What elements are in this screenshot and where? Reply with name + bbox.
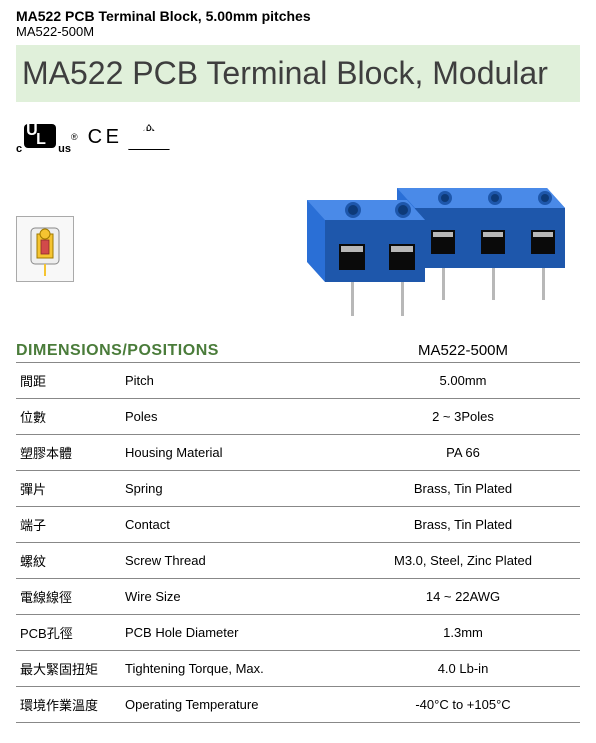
ul-us-label: us xyxy=(58,143,71,155)
spec-value: -40°C to +105°C xyxy=(346,687,580,723)
spec-en-label: Screw Thread xyxy=(121,543,346,579)
spec-en-label: Contact xyxy=(121,507,346,543)
model-heading: MA522-500M xyxy=(346,342,580,360)
page-title: MA522 PCB Terminal Block, 5.00mm pitches xyxy=(16,8,580,24)
spec-value: Brass, Tin Plated xyxy=(346,507,580,543)
table-row: 電線線徑Wire Size14 ~ 22AWG xyxy=(16,579,580,615)
table-row: 位數Poles2 ~ 3Poles xyxy=(16,399,580,435)
spec-en-label: Operating Temperature xyxy=(121,687,346,723)
spec-value: PA 66 xyxy=(346,435,580,471)
table-row: 最大緊固扭矩Tightening Torque, Max.4.0 Lb-in xyxy=(16,651,580,687)
spec-zh-label: 螺紋 xyxy=(16,543,121,579)
spec-table: 間距Pitch5.00mm位數Poles2 ~ 3Poles塑膠本體Housin… xyxy=(16,363,580,723)
spec-value: 14 ~ 22AWG xyxy=(346,579,580,615)
spec-zh-label: 彈片 xyxy=(16,471,121,507)
spec-en-label: Poles xyxy=(121,399,346,435)
ul-c-label: c xyxy=(16,143,22,155)
cert-ce-icon: C E xyxy=(88,126,118,149)
spec-zh-label: PCB孔徑 xyxy=(16,615,121,651)
table-row: 彈片SpringBrass, Tin Plated xyxy=(16,471,580,507)
certification-row: c us ® C E VDE xyxy=(16,120,580,154)
table-row: 螺紋Screw ThreadM3.0, Steel, Zinc Plated xyxy=(16,543,580,579)
spec-zh-label: 環境作業溫度 xyxy=(16,687,121,723)
cross-section-icon xyxy=(25,222,65,276)
spec-value: 5.00mm xyxy=(346,363,580,399)
spec-en-label: Spring xyxy=(121,471,346,507)
spec-en-label: Pitch xyxy=(121,363,346,399)
spec-zh-label: 位數 xyxy=(16,399,121,435)
spec-zh-label: 塑膠本體 xyxy=(16,435,121,471)
table-row: PCB孔徑PCB Hole Diameter1.3mm xyxy=(16,615,580,651)
spec-value: 2 ~ 3Poles xyxy=(346,399,580,435)
table-row: 端子ContactBrass, Tin Plated xyxy=(16,507,580,543)
spec-header-row: DIMENSIONS/POSITIONS MA522-500M xyxy=(16,342,580,363)
ul-badge-icon xyxy=(24,124,56,148)
page-subtitle: MA522-500M xyxy=(16,24,580,39)
banner-title: MA522 PCB Terminal Block, Modular xyxy=(16,45,580,102)
vde-label: VDE xyxy=(129,111,169,147)
cross-section-thumb xyxy=(16,216,74,282)
dimensions-heading: DIMENSIONS/POSITIONS xyxy=(16,342,346,360)
table-row: 環境作業溫度Operating Temperature-40°C to +105… xyxy=(16,687,580,723)
terminal-block-icon xyxy=(307,168,567,318)
cert-ul-icon: c us ® xyxy=(16,124,78,151)
spec-value: 4.0 Lb-in xyxy=(346,651,580,687)
spec-value: M3.0, Steel, Zinc Plated xyxy=(346,543,580,579)
spec-zh-label: 電線線徑 xyxy=(16,579,121,615)
product-photo xyxy=(294,168,580,318)
table-row: 塑膠本體Housing MaterialPA 66 xyxy=(16,435,580,471)
spec-value: Brass, Tin Plated xyxy=(346,471,580,507)
cert-vde-icon: VDE xyxy=(128,124,170,150)
spec-en-label: PCB Hole Diameter xyxy=(121,615,346,651)
table-row: 間距Pitch5.00mm xyxy=(16,363,580,399)
spec-value: 1.3mm xyxy=(346,615,580,651)
spec-zh-label: 最大緊固扭矩 xyxy=(16,651,121,687)
ul-reg-icon: ® xyxy=(71,132,78,142)
spec-en-label: Wire Size xyxy=(121,579,346,615)
spec-en-label: Tightening Torque, Max. xyxy=(121,651,346,687)
spec-zh-label: 端子 xyxy=(16,507,121,543)
spec-en-label: Housing Material xyxy=(121,435,346,471)
spec-zh-label: 間距 xyxy=(16,363,121,399)
